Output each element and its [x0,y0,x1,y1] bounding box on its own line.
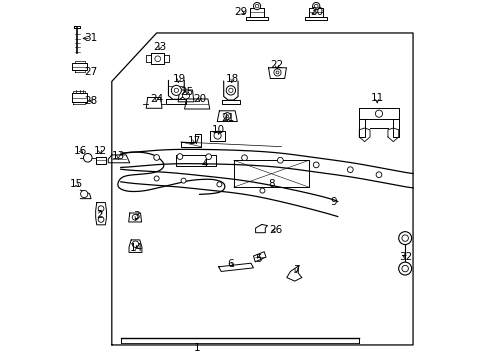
Text: 3: 3 [133,211,140,221]
Circle shape [98,206,104,212]
Circle shape [276,71,278,74]
Text: 12: 12 [93,145,106,156]
Circle shape [223,113,230,120]
Text: 11: 11 [370,93,383,103]
Text: 16: 16 [74,145,87,156]
Text: 19: 19 [172,73,185,84]
Text: 7: 7 [292,265,299,275]
Text: 32: 32 [398,252,412,262]
Text: 17: 17 [187,136,201,146]
Circle shape [375,172,381,177]
Text: 21: 21 [221,113,234,123]
Text: 29: 29 [234,7,247,17]
Text: 6: 6 [227,259,234,269]
Circle shape [346,167,352,172]
Text: 30: 30 [309,7,322,17]
Circle shape [182,92,189,99]
Text: 10: 10 [212,125,225,135]
Circle shape [401,265,407,272]
Text: 27: 27 [84,67,98,77]
Circle shape [83,153,92,162]
Circle shape [132,215,138,220]
Circle shape [226,86,235,95]
Text: 2: 2 [97,210,103,220]
Circle shape [153,154,159,160]
Text: 28: 28 [84,96,98,106]
Circle shape [217,182,222,187]
Text: 5: 5 [255,254,262,264]
Circle shape [260,188,264,193]
Text: 15: 15 [70,179,83,189]
Text: 31: 31 [84,33,98,43]
Circle shape [375,110,382,117]
Text: 25: 25 [180,87,193,97]
Text: 22: 22 [269,60,283,70]
Text: 14: 14 [130,243,143,253]
Text: 20: 20 [193,94,206,104]
Circle shape [225,115,228,118]
Circle shape [155,56,160,62]
Circle shape [205,154,211,159]
Circle shape [398,262,411,275]
Circle shape [273,69,281,76]
Text: 26: 26 [269,225,282,235]
Text: 24: 24 [150,94,163,104]
Circle shape [214,132,221,139]
Circle shape [313,162,319,168]
Text: 4: 4 [202,159,208,169]
Text: 8: 8 [267,179,274,189]
Text: 13: 13 [111,151,124,161]
Text: 23: 23 [153,42,166,51]
Text: 18: 18 [225,73,239,84]
Circle shape [241,155,247,161]
Circle shape [401,235,407,241]
Circle shape [177,154,183,159]
Text: 1: 1 [193,343,200,353]
Circle shape [228,88,233,93]
Circle shape [253,3,260,10]
Circle shape [154,176,159,181]
Circle shape [398,231,411,244]
Circle shape [171,85,181,95]
Circle shape [174,88,178,93]
Circle shape [312,3,319,10]
Circle shape [314,4,317,8]
Circle shape [255,4,258,8]
Circle shape [132,241,139,247]
Circle shape [181,178,185,183]
Text: 9: 9 [329,197,336,207]
Circle shape [277,157,283,163]
Circle shape [98,217,104,222]
Circle shape [81,190,88,198]
